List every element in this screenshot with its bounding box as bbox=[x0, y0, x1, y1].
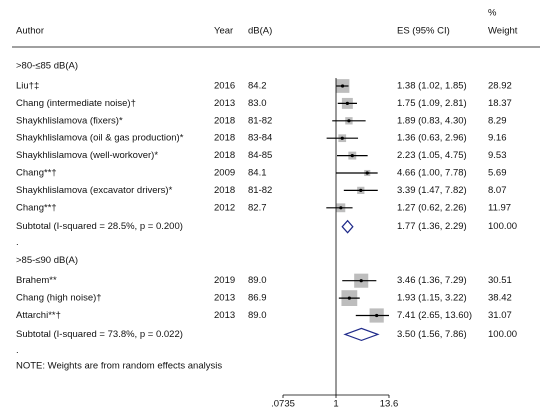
study-weight: 8.07 bbox=[488, 185, 507, 196]
point-estimate bbox=[375, 313, 379, 318]
study-year: 2019 bbox=[214, 275, 235, 286]
study-author: Liu†‡ bbox=[16, 81, 39, 92]
study-es: 3.46 (1.36, 7.29) bbox=[397, 275, 467, 286]
header-weight: Weight bbox=[488, 26, 518, 37]
subtotal-diamond bbox=[343, 327, 380, 342]
study-weight: 5.69 bbox=[488, 168, 507, 179]
study-author: Chang**† bbox=[16, 202, 57, 213]
study-db: 84-85 bbox=[248, 150, 272, 161]
study-author: Shaykhlislamova (excavator drivers)* bbox=[16, 185, 173, 196]
point-estimate bbox=[350, 154, 354, 158]
study-es: 1.75 (1.09, 2.81) bbox=[397, 98, 467, 109]
point-estimate bbox=[340, 136, 344, 140]
study-author: Chang**† bbox=[16, 168, 57, 179]
header-db: dB(A) bbox=[248, 26, 272, 37]
study-author: Brahem** bbox=[16, 275, 57, 286]
study-db: 83.0 bbox=[248, 98, 267, 109]
subtotal-label: Subtotal (I-squared = 73.8%, p = 0.022) bbox=[16, 329, 183, 340]
study-es: 4.66 (1.00, 7.78) bbox=[397, 168, 467, 179]
point-estimate bbox=[339, 206, 343, 210]
subtotal-diamond bbox=[341, 219, 354, 234]
study-year: 2013 bbox=[214, 310, 235, 321]
study-year: 2013 bbox=[214, 293, 235, 304]
x-tick-label: 13.6 bbox=[380, 399, 399, 410]
note: NOTE: Weights are from random effects an… bbox=[16, 361, 222, 372]
study-db: 89.0 bbox=[248, 310, 267, 321]
study-es: 7.41 (2.65, 13.60) bbox=[397, 310, 472, 321]
group-label: >80-≤85 dB(A) bbox=[16, 61, 78, 72]
study-weight: 9.16 bbox=[488, 133, 507, 144]
study-db: 84.1 bbox=[248, 168, 267, 179]
point-estimate bbox=[359, 188, 363, 192]
study-year: 2016 bbox=[214, 81, 235, 92]
study-es: 1.27 (0.62, 2.26) bbox=[397, 202, 467, 213]
subtotal-es: 3.50 (1.56, 7.86) bbox=[397, 329, 467, 340]
study-year: 2018 bbox=[214, 115, 235, 126]
study-author: Chang (high noise)† bbox=[16, 293, 102, 304]
study-author: Chang (intermediate noise)† bbox=[16, 98, 136, 109]
point-estimate bbox=[345, 101, 349, 105]
subtotal-es: 1.77 (1.36, 2.29) bbox=[397, 221, 467, 232]
study-es: 2.23 (1.05, 4.75) bbox=[397, 150, 467, 161]
study-db: 81-82 bbox=[248, 115, 272, 126]
study-year: 2018 bbox=[214, 150, 235, 161]
spacer-dot: . bbox=[16, 345, 19, 356]
study-weight: 11.97 bbox=[488, 202, 511, 213]
subtotal-weight: 100.00 bbox=[488, 221, 517, 232]
study-weight: 28.92 bbox=[488, 81, 512, 92]
group-label: >85-≤90 dB(A) bbox=[16, 255, 78, 266]
study-es: 3.39 (1.47, 7.82) bbox=[397, 185, 467, 196]
study-year: 2018 bbox=[214, 185, 235, 196]
header-year: Year bbox=[214, 26, 233, 37]
subtotal-label: Subtotal (I-squared = 28.5%, p = 0.200) bbox=[16, 221, 183, 232]
point-estimate bbox=[347, 119, 351, 123]
study-db: 82.7 bbox=[248, 202, 267, 213]
study-db: 81-82 bbox=[248, 185, 272, 196]
header-author: Author bbox=[16, 26, 44, 37]
study-year: 2018 bbox=[214, 133, 235, 144]
study-weight: 38.42 bbox=[488, 293, 512, 304]
study-author: Shaykhlislamova (well-workover)* bbox=[16, 150, 158, 161]
study-year: 2012 bbox=[214, 202, 235, 213]
header-es: ES (95% CI) bbox=[397, 26, 450, 37]
study-author: Attarchi**† bbox=[16, 310, 61, 321]
x-tick-label: .0735 bbox=[271, 399, 295, 410]
point-estimate bbox=[347, 296, 351, 300]
study-es: 1.93 (1.15, 3.22) bbox=[397, 293, 467, 304]
study-es: 1.36 (0.63, 2.96) bbox=[397, 133, 467, 144]
spacer-dot: . bbox=[16, 237, 19, 248]
x-tick-label: 1 bbox=[333, 399, 338, 410]
study-db: 84.2 bbox=[248, 81, 267, 92]
study-author: Shaykhlislamova (oil & gas production)* bbox=[16, 133, 184, 144]
study-es: 1.89 (0.83, 4.30) bbox=[397, 115, 467, 126]
study-year: 2013 bbox=[214, 98, 235, 109]
study-db: 89.0 bbox=[248, 275, 267, 286]
study-author: Shaykhlislamova (fixers)* bbox=[16, 115, 123, 126]
point-estimate bbox=[359, 279, 363, 283]
subtotal-weight: 100.00 bbox=[488, 329, 517, 340]
point-estimate bbox=[365, 171, 369, 175]
study-db: 86.9 bbox=[248, 293, 267, 304]
header-weight-top: % bbox=[488, 8, 497, 19]
study-es: 1.38 (1.02, 1.85) bbox=[397, 81, 467, 92]
study-weight: 9.53 bbox=[488, 150, 507, 161]
study-weight: 30.51 bbox=[488, 275, 512, 286]
study-weight: 8.29 bbox=[488, 115, 507, 126]
study-weight: 31.07 bbox=[488, 310, 512, 321]
study-db: 83-84 bbox=[248, 133, 272, 144]
study-weight: 18.37 bbox=[488, 98, 512, 109]
point-estimate bbox=[340, 84, 345, 88]
study-year: 2009 bbox=[214, 168, 235, 179]
